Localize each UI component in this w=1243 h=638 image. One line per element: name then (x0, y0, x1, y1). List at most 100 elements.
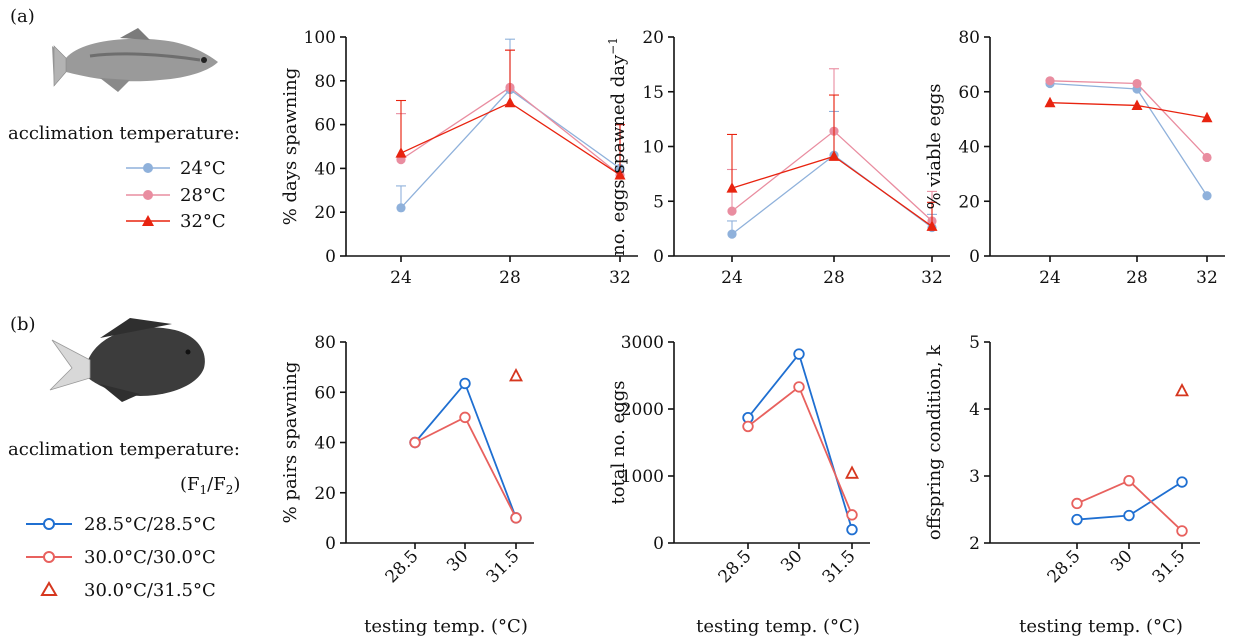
data-point (1045, 76, 1055, 86)
series-0 (1071, 476, 1188, 526)
series-line (1049, 82, 1208, 197)
y-tick-label: 60 (958, 83, 980, 103)
y-tick-label: 0 (325, 247, 336, 267)
data-point (1176, 525, 1188, 537)
series-line (747, 385, 853, 516)
legend-b-label-315: 30.0°C/31.5°C (84, 580, 216, 601)
data-point (726, 182, 738, 193)
data-point (1044, 96, 1056, 108)
legend-a-item-28: 28°C (126, 185, 226, 206)
y-axis-label: total no. eggs (608, 380, 629, 504)
x-tick-label: 28.5 (1044, 546, 1085, 587)
data-point (1123, 509, 1135, 522)
x-tick-label: 28.5 (382, 546, 423, 587)
x-axis-label: testing temp. (°C) (1019, 616, 1183, 637)
series-line (1049, 80, 1208, 158)
x-tick-label: 24 (390, 268, 412, 288)
legend-a-item-32: 32°C (126, 211, 226, 232)
legend-b-subtitle-open: (F (180, 474, 200, 495)
legend-b-item-315: 30.0°C/31.5°C (40, 580, 216, 601)
chart-days-spawning: 0 20 40 60 80 100 24 28 32 % days spawning (280, 28, 638, 288)
data-point (409, 436, 421, 449)
legend-a-marker-24 (143, 163, 153, 173)
series-0 (1045, 78, 1212, 201)
y-axis-label: no. eggs spawned day−1 (606, 37, 629, 256)
series-line (731, 154, 933, 235)
legend-b: 28.5°C/28.5°C 30.0°C/30.0°C 30.0°C/31.5°… (26, 514, 216, 601)
x-tick-label: 30 (1107, 546, 1136, 575)
y-tick-label: 100 (304, 28, 336, 48)
series-line (400, 101, 621, 176)
data-point (846, 523, 858, 536)
y-tick-label: 40 (314, 159, 336, 179)
legend-b-subtitle-close: ) (233, 474, 240, 495)
data-point (793, 381, 805, 393)
legend-a-item-24: 24°C (126, 158, 226, 179)
y-axis-label-text: offspring condition, k (924, 344, 945, 540)
y-tick-label: 80 (958, 28, 980, 48)
y-tick-label: 20 (642, 28, 664, 48)
series-1 (742, 381, 858, 521)
data-point (1176, 476, 1188, 488)
chart-total-eggs: 0 1000 2000 3000 28.5 30 31.5 total no. eggs tes… (608, 333, 870, 637)
data-point (504, 96, 516, 108)
data-point (1071, 513, 1083, 526)
legend-b-subtitle-mid: /F (207, 474, 226, 495)
data-point (1132, 78, 1142, 89)
x-tick-label: 31.5 (483, 546, 524, 587)
y-axis-label: % pairs spawning (280, 362, 301, 524)
y-tick-label: 0 (325, 534, 336, 554)
x-tick-label: 30 (443, 546, 472, 575)
x-tick-label: 32 (921, 268, 943, 288)
y-tick-label: 15 (642, 83, 664, 103)
y-tick-label: 3000 (621, 333, 664, 353)
y-tick-label: 4 (969, 400, 980, 420)
series-1 (727, 68, 937, 226)
data-point (1175, 382, 1189, 397)
data-point (614, 168, 626, 180)
legend-b-label-300: 30.0°C/30.0°C (84, 547, 216, 568)
legend-a-marker-28 (143, 190, 153, 200)
series-line (414, 416, 517, 519)
y-tick-label: 0 (653, 247, 664, 267)
legend-a-title: acclimation temperature: (8, 123, 240, 144)
x-tick-label: 31.5 (819, 546, 860, 587)
legend-b-label-285: 28.5°C/28.5°C (84, 514, 216, 535)
data-point (926, 220, 938, 231)
legend-a-label-32: 32°C (180, 211, 226, 232)
series-2 (509, 367, 523, 382)
series-1 (1071, 474, 1188, 537)
y-axis-label-text: % days spawning (280, 68, 301, 226)
legend-b-marker-300 (43, 551, 55, 563)
y-tick-label: 5 (969, 333, 980, 353)
data-point (1123, 474, 1135, 487)
legend-a-label-24: 24°C (180, 158, 226, 179)
y-tick-label: 10 (642, 138, 664, 158)
x-tick-label: 31.5 (1149, 546, 1190, 587)
y-tick-label: 0 (969, 247, 980, 267)
data-point (727, 229, 737, 239)
y-tick-label: 40 (314, 434, 336, 454)
data-point (459, 411, 471, 424)
legend-a-label-28: 28°C (180, 185, 226, 206)
x-tick-label: 28 (499, 268, 521, 288)
y-tick-label: 80 (314, 72, 336, 92)
series-line (747, 352, 853, 530)
y-tick-label: 20 (314, 203, 336, 223)
x-tick-label: 28.5 (715, 546, 756, 587)
data-point (396, 203, 406, 213)
x-tick-label: 28 (1126, 268, 1148, 288)
y-tick-label: 5 (653, 192, 664, 212)
y-axis-label-text: total no. eggs (608, 380, 629, 504)
data-point (727, 206, 737, 216)
data-point (1201, 111, 1213, 123)
y-tick-label: 2000 (621, 400, 664, 420)
x-axis-label: testing temp. (°C) (364, 616, 528, 637)
data-point (1071, 497, 1083, 510)
y-tick-label: 80 (314, 333, 336, 353)
y-axis-label: % days spawning (280, 68, 301, 226)
damselfish-image (49, 318, 205, 402)
x-tick-label: 30 (777, 546, 806, 575)
y-tick-label: 1000 (621, 467, 664, 487)
